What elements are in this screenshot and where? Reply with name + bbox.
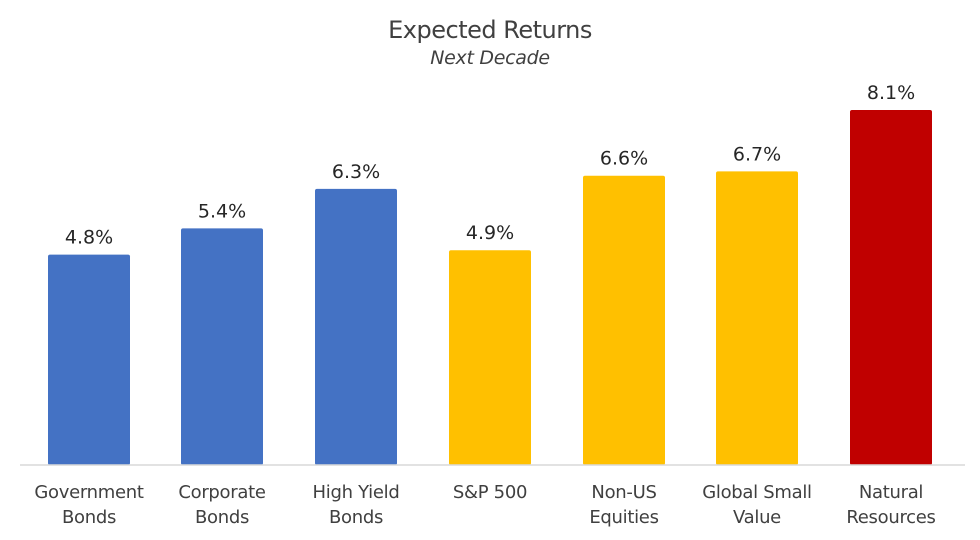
data-label-1: 5.4% (198, 200, 246, 222)
x-tick-label-line: High Yield (313, 482, 400, 503)
bar-series (48, 110, 932, 466)
x-tick-label-4: Non-US Equities (589, 482, 658, 528)
x-tick-label-line: Bonds (195, 507, 249, 528)
data-label-6: 8.1% (867, 82, 915, 104)
x-tick-label-line: Resources (846, 507, 935, 528)
bar-4 (583, 175, 665, 466)
data-label-2: 6.3% (332, 161, 380, 183)
bar-6 (850, 110, 932, 465)
x-tick-label-line: Bonds (329, 507, 383, 528)
bar-0 (48, 254, 130, 465)
x-tick-label-5: Global Small Value (702, 482, 812, 528)
bar-5 (716, 171, 798, 465)
data-label-5: 6.7% (733, 143, 781, 165)
bar-3 (449, 250, 531, 465)
x-tick-label-line: Value (733, 507, 781, 528)
x-tick-label-line: S&P 500 (453, 482, 527, 503)
x-tick-label-1: Corporate Bonds (178, 482, 266, 528)
bar-1 (181, 228, 263, 465)
data-labels: 4.8% 5.4% 6.3% 4.9% 6.6% 6.7% 8.1% (65, 82, 915, 249)
x-tick-label-3: S&P 500 (453, 482, 527, 503)
x-tick-label-line: Global Small (702, 482, 812, 503)
data-label-3: 4.9% (466, 222, 514, 244)
chart-subtitle: Next Decade (430, 47, 550, 69)
x-tick-label-2: High Yield Bonds (313, 482, 400, 528)
x-tick-label-line: Corporate (178, 482, 266, 503)
x-tick-label-line: Bonds (62, 507, 116, 528)
data-label-0: 4.8% (65, 227, 113, 249)
x-tick-label-6: Natural Resources (846, 482, 935, 528)
x-tick-label-line: Non-US (591, 482, 656, 503)
x-tick-label-line: Government (34, 482, 143, 503)
bar-2 (315, 188, 397, 465)
x-tick-label-line: Natural (859, 482, 923, 503)
x-tick-label-line: Equities (589, 507, 658, 528)
x-tick-label-0: Government Bonds (34, 482, 143, 528)
x-axis-tick-labels: Government Bonds Corporate Bonds High Yield B… (34, 482, 936, 528)
chart-title: Expected Returns (388, 16, 592, 44)
data-label-4: 6.6% (600, 148, 648, 170)
